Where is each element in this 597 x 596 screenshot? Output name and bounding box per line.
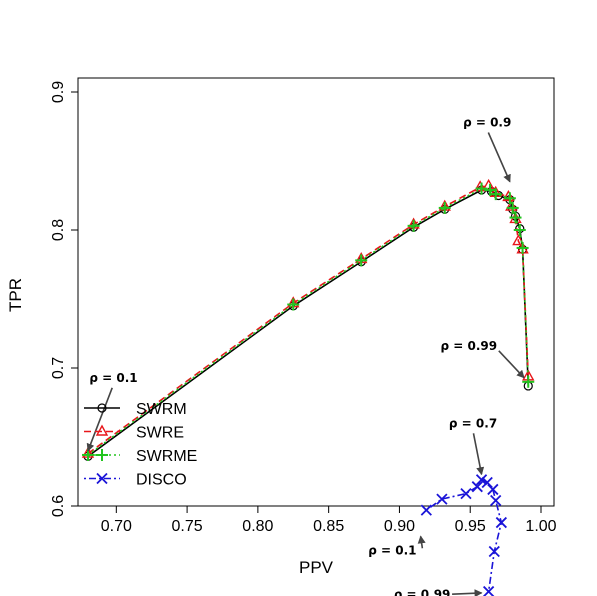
legend-marker-swrm: [97, 403, 107, 413]
x-tick-label: 0.75: [172, 518, 203, 535]
data-point-disco: [420, 504, 432, 516]
legend-marker-swre: [95, 424, 109, 436]
data-point-disco: [482, 585, 495, 596]
data-point-disco: [436, 493, 448, 505]
legend-item-swre: SWRE: [84, 425, 184, 442]
x-tick-label: 0.85: [313, 518, 344, 535]
data-point-swrme: [522, 375, 535, 388]
legend-label: SWRM: [136, 401, 187, 418]
legend-marker-disco: [96, 472, 108, 485]
legend-label: SWRME: [136, 448, 197, 465]
data-point-swrme: [516, 241, 529, 254]
annotation: ρ = 0.7: [449, 416, 497, 476]
series-layer: [81, 178, 535, 596]
annotation-label: ρ = 0.7: [449, 416, 497, 430]
data-point-disco: [471, 481, 483, 493]
data-point-swrme: [509, 211, 522, 224]
annotation: ρ = 0.9: [463, 116, 511, 183]
data-point-swre: [505, 199, 518, 211]
series-swrme: [82, 182, 535, 461]
annotation-arrow: [487, 132, 511, 183]
annotation-arrow: [417, 535, 426, 549]
annotation: ρ = 0.99: [394, 587, 483, 596]
legend-item-swrme: SWRME: [84, 448, 197, 465]
series-disco: [420, 474, 507, 596]
annotation: ρ = 0.1: [368, 535, 426, 557]
series-line-swrme: [87, 187, 530, 456]
data-point-swrme: [506, 201, 519, 214]
annotation-label: ρ = 0.99: [440, 339, 497, 353]
y-axis: 0.6 0.7 0.8 0.9: [50, 81, 78, 517]
data-point-disco: [487, 483, 499, 496]
plot-frame: [77, 77, 555, 507]
data-point-swrme: [438, 201, 451, 214]
data-point-disco: [488, 545, 500, 558]
annotation: ρ = 0.1: [86, 371, 138, 452]
annotation-arrow: [86, 387, 113, 452]
data-point-swrme: [287, 298, 300, 311]
data-point-swrme: [355, 254, 368, 267]
legend-item-swrm: SWRM: [84, 401, 187, 418]
data-point-disco: [490, 494, 502, 507]
annotation-label: ρ = 0.99: [394, 587, 451, 596]
y-axis-title: TPR: [6, 278, 25, 312]
annotation: ρ = 0.99: [440, 339, 525, 379]
data-point-swrme: [407, 219, 420, 232]
annotation-label: ρ = 0.9: [463, 116, 511, 130]
x-tick-label: 1.00: [525, 518, 556, 535]
data-point-swre: [512, 234, 525, 246]
x-tick-label: 0.80: [242, 518, 273, 535]
annotation-arrow: [452, 589, 483, 596]
y-tick-label: 0.8: [50, 219, 67, 241]
annotation-arrow: [472, 433, 485, 476]
x-tick-label: 0.90: [384, 518, 415, 535]
data-point-swrme: [475, 182, 488, 195]
data-point-disco: [475, 474, 488, 486]
annotation-label: ρ = 0.1: [89, 371, 137, 385]
y-tick-label: 0.6: [50, 495, 67, 517]
data-point-swrme: [513, 224, 526, 236]
data-point-disco: [460, 487, 472, 500]
data-point-swre: [473, 180, 487, 192]
x-axis-title: PPV: [299, 558, 334, 577]
legend-label: DISCO: [136, 472, 187, 489]
y-tick-label: 0.7: [50, 357, 67, 379]
x-tick-label: 0.70: [101, 518, 132, 535]
annotation-arrow: [498, 350, 525, 379]
data-point-swrme: [503, 192, 516, 205]
annotation-label: ρ = 0.1: [368, 543, 416, 557]
data-point-swrme: [489, 188, 502, 201]
x-tick-label: 0.95: [455, 518, 486, 535]
legend-marker-swrme: [96, 449, 108, 461]
x-axis: 0.70 0.75 0.80 0.85 0.90 0.95 1.00: [101, 506, 557, 535]
data-point-swre: [502, 189, 515, 202]
y-tick-label: 0.9: [50, 81, 67, 103]
annotation-layer: ρ = 0.1 ρ = 0.9 ρ = 0.99 ρ = 0.7 ρ = 0.1 ρ = …: [86, 116, 525, 596]
legend-item-disco: DISCO: [84, 472, 187, 489]
data-point-disco: [495, 516, 507, 529]
legend: SWRM SWRE SWRME DISCO: [84, 401, 197, 489]
legend-label: SWRE: [136, 425, 184, 442]
